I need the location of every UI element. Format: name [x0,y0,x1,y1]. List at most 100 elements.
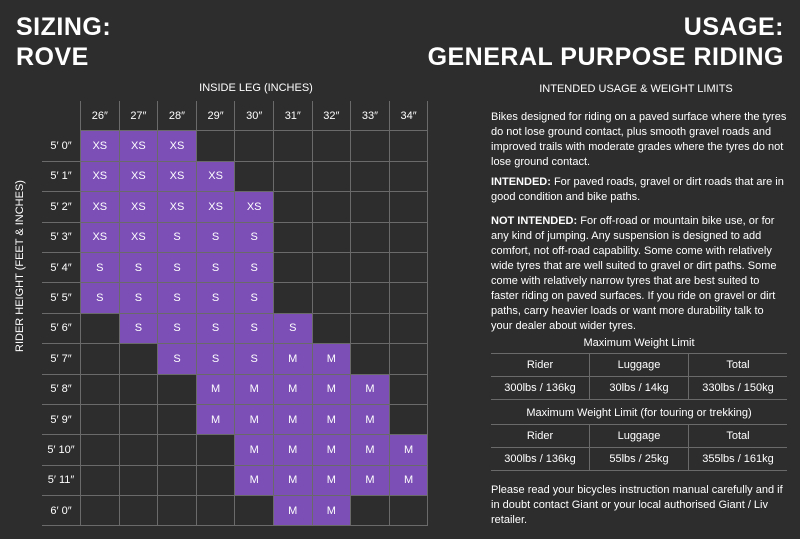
column-header: 30″ [235,101,274,132]
row-header: 5′ 0″ [42,131,81,162]
size-cell: M [273,344,313,375]
column-header: 33″ [351,101,390,132]
empty-cell [389,252,429,284]
row-header: 5′ 1″ [42,161,81,193]
touring-value-luggage: 55lbs / 25kg [589,447,689,471]
size-cell: M [351,374,390,405]
table-row: 6′ 0″ M M [42,496,429,527]
size-cell: XS [196,161,236,193]
table-row: Rider Luggage Total [491,353,787,377]
intended-paragraph: INTENDED: For paved roads, gravel or dir… [491,175,787,205]
size-cell: XS [158,192,197,223]
weight-value-luggage: 30lbs / 14kg [589,376,689,400]
size-cell: S [158,283,197,314]
usage-panel: INTENDED USAGE & WEIGHT LIMITS Bikes des… [491,82,787,526]
size-cell: S [158,252,197,284]
empty-cell [351,344,390,375]
size-cell: S [196,313,236,345]
touring-header-luggage: Luggage [589,424,689,448]
weight-value-total: 330lbs / 150kg [688,376,787,400]
empty-cell [81,465,120,497]
empty-cell [351,313,390,345]
empty-cell [273,283,313,314]
size-cell: M [273,465,313,497]
row-header: 5′ 6″ [42,313,81,345]
touring-weight-limit-table: Rider Luggage Total 300lbs / 136kg 55lbs… [491,424,787,471]
empty-cell [273,222,313,253]
column-header: 32″ [312,101,352,132]
usage-title-line1: USAGE: [683,13,784,41]
usage-title: USAGE: GENERAL PURPOSE RIDING [428,12,784,72]
sizing-title: SIZING: ROVE [16,12,111,72]
row-header: 5′ 7″ [42,344,81,375]
empty-cell [389,192,429,223]
empty-cell [235,496,274,527]
size-cell: XS [196,192,236,223]
grid-corner [42,101,81,132]
empty-cell [389,344,429,375]
empty-cell [273,161,313,193]
row-header: 5′ 9″ [42,404,81,436]
column-header: 28″ [158,101,197,132]
size-cell: M [235,465,274,497]
size-cell: S [119,252,159,284]
not-intended-text: For off-road or mountain bike use, or fo… [491,215,777,332]
empty-cell [312,283,352,314]
empty-cell [312,161,352,193]
row-header: 5′ 11″ [42,465,81,497]
size-cell: XS [119,192,159,223]
footer-note: Please read your bicycles instruction ma… [491,484,783,526]
size-cell: XS [235,192,274,223]
column-header: 29″ [196,101,236,132]
size-cell: XS [81,192,120,223]
size-cell: XS [81,161,120,193]
weight-limit-title: Maximum Weight Limit [583,337,695,349]
empty-cell [312,252,352,284]
empty-cell [351,222,390,253]
table-row: 5′ 9″ M M M M M [42,404,429,436]
column-header: 26″ [81,101,120,132]
size-cell: M [312,374,352,405]
size-cell: XS [119,222,159,253]
size-cell: M [351,465,390,497]
size-cell: S [235,344,274,375]
table-row: 5′ 11″ M M M M M [42,465,429,497]
weight-header-total: Total [688,353,787,377]
empty-cell [235,161,274,193]
empty-cell [196,496,236,527]
size-cell: S [235,222,274,253]
empty-cell [312,313,352,345]
table-row: 5′ 0″ XS XS XS [42,131,429,162]
empty-cell [119,435,159,466]
size-cell: S [196,222,236,253]
row-header: 5′ 8″ [42,374,81,405]
size-cell: M [235,435,274,466]
empty-cell [158,435,197,466]
size-cell: S [196,344,236,375]
usage-heading: INTENDED USAGE & WEIGHT LIMITS [539,83,733,95]
size-cell: M [273,374,313,405]
grid-header-row: 26″ 27″ 28″ 29″ 30″ 31″ 32″ 33″ 34″ [42,101,429,132]
empty-cell [389,404,429,436]
size-cell: M [351,435,390,466]
empty-cell [273,192,313,223]
empty-cell [119,374,159,405]
table-row: 5′ 5″ S S S S S [42,283,429,314]
sizing-title-line1: SIZING: [16,13,112,41]
size-cell: XS [119,131,159,162]
size-chart-grid: 26″ 27″ 28″ 29″ 30″ 31″ 32″ 33″ 34″ 5′ 0″ XS XS XS 5′… [42,101,429,527]
size-cell: S [235,252,274,284]
size-cell: S [119,313,159,345]
table-row: 5′ 8″ M M M M M [42,374,429,405]
empty-cell [389,313,429,345]
weight-value-rider: 300lbs / 136kg [491,376,590,400]
table-row: 300lbs / 136kg 55lbs / 25kg 355lbs / 161… [491,447,787,471]
size-cell: XS [158,161,197,193]
size-cell: S [81,252,120,284]
usage-intro: Bikes designed for riding on a paved sur… [491,111,787,168]
size-cell: S [235,313,274,345]
not-intended-label: NOT INTENDED: [491,215,578,227]
size-cell: M [389,465,429,497]
empty-cell [81,344,120,375]
empty-cell [273,131,313,162]
